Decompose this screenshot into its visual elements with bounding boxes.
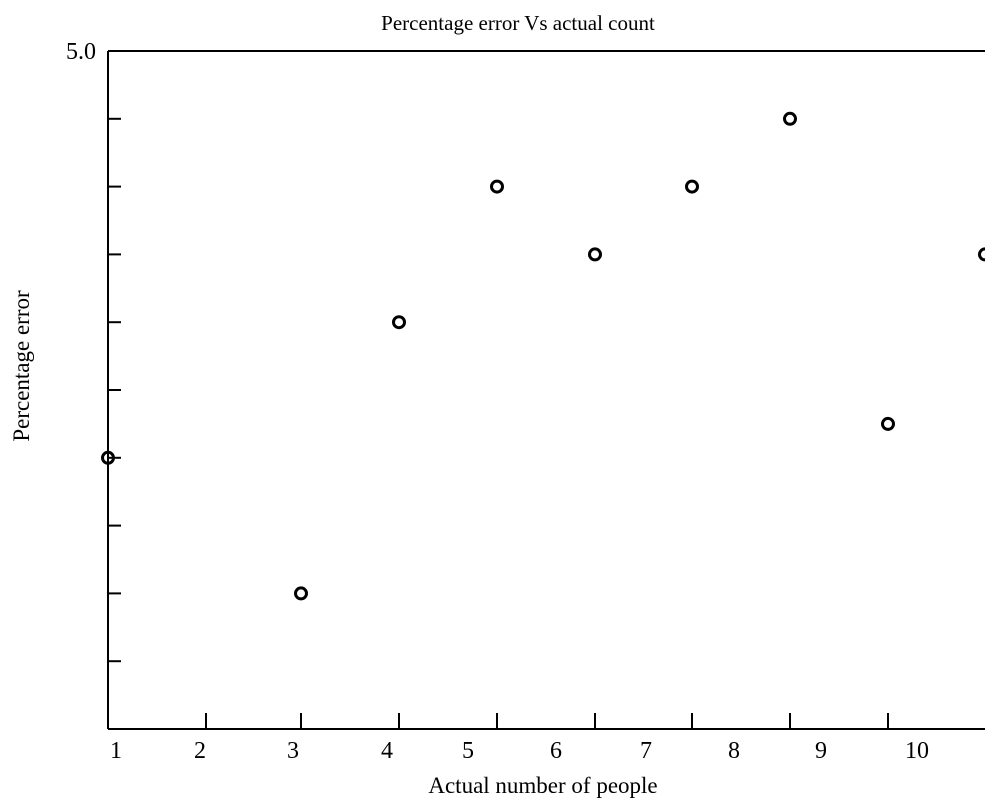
x-tick-label: 5 <box>462 738 474 764</box>
data-point <box>685 179 699 194</box>
x-tick-label: 10 <box>905 738 929 764</box>
x-tick-label: 8 <box>728 738 740 764</box>
data-point <box>101 450 115 465</box>
x-tick-label: 1 <box>110 738 122 764</box>
x-tick-label: 3 <box>287 738 299 764</box>
x-tick-label: 6 <box>550 738 562 764</box>
x-tick-label: 4 <box>381 738 393 764</box>
chart-title: Percentage error Vs actual count <box>381 11 655 35</box>
x-axis-label: Actual number of people <box>428 773 657 798</box>
y-tick-label: 5.0 <box>66 39 96 65</box>
data-point <box>978 247 985 262</box>
data-point <box>294 586 308 601</box>
x-tick-label: 7 <box>640 738 652 764</box>
axes <box>107 50 985 730</box>
x-ticks: 1 2 3 4 5 6 7 8 9 10 <box>110 713 929 764</box>
data-point <box>783 111 797 126</box>
data-points <box>101 111 985 601</box>
data-point <box>392 315 406 330</box>
y-ticks: 5.0 <box>66 39 121 663</box>
data-point <box>588 247 602 262</box>
data-point <box>881 416 895 431</box>
x-tick-label: 2 <box>194 738 206 764</box>
y-axis-label: Percentage error <box>9 290 34 442</box>
x-tick-label: 9 <box>815 738 827 764</box>
data-point <box>490 179 504 194</box>
